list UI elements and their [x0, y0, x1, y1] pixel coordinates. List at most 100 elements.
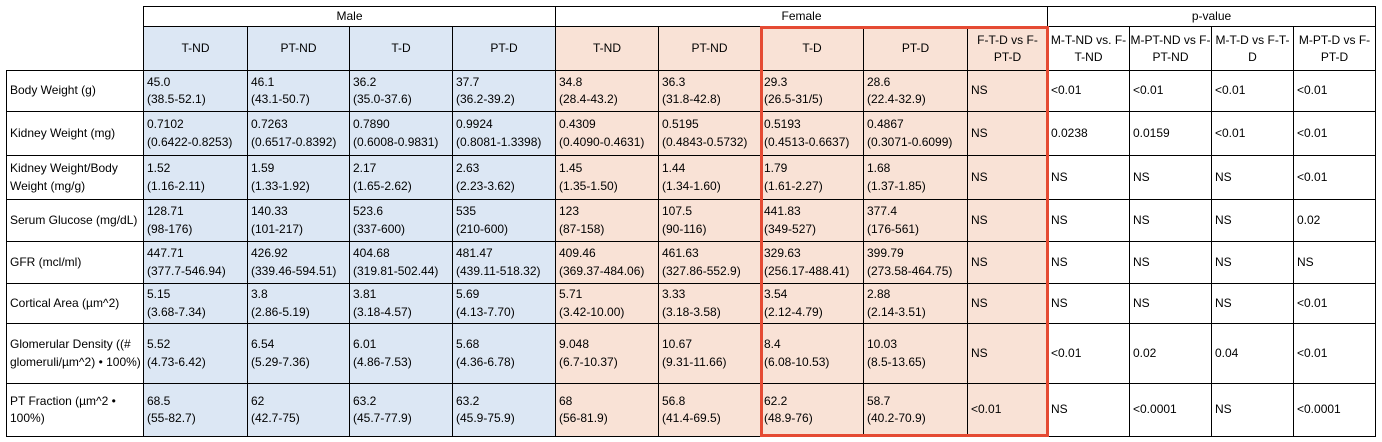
median-value: 123 [559, 204, 580, 219]
pvalue-cell: NS [1129, 283, 1212, 324]
range-value: (36.2-39.2) [456, 92, 515, 106]
median-value: 5.68 [456, 337, 480, 352]
pvalue-cell: <0.01 [1293, 70, 1376, 112]
range-value: (55-82.7) [147, 411, 196, 425]
group-header-row: Male Female p-value [6, 6, 1376, 71]
range-value: (0.6422-0.8253) [147, 134, 233, 149]
female-value-cell: 3.54 (2.12-4.79) [760, 283, 864, 324]
range-value: (0.4513-0.6637) [764, 134, 850, 149]
pvalue-cell: NS [1047, 383, 1130, 437]
table-row: PT Fraction (µm^2 • 100%) 68.5 (55-82.7) 62… [6, 383, 1376, 437]
male-value-cell: 404.68 (319.81-502.44) [349, 241, 453, 284]
pvalue-cell: NS [1047, 199, 1130, 242]
female-value-cell: 1.68 (1.37-1.85) [863, 155, 968, 200]
pvalue-cell: NS [1211, 155, 1294, 200]
median-value: 0.9924 [456, 117, 493, 132]
median-value: 3.54 [764, 287, 788, 302]
group-female: Female [555, 6, 1048, 27]
col-header-pvalue-3: M-PT-D vs F-PT-D [1293, 26, 1376, 71]
male-value-cell: 37.7 (36.2-39.2) [452, 70, 556, 112]
range-value: (319.81-502.44) [353, 263, 439, 278]
median-value: 5.15 [147, 287, 171, 302]
table-row: Glomerular Density ((# glomeruli/µm^2) •… [6, 323, 1376, 384]
median-value: 5.71 [559, 287, 583, 302]
col-header-pvalue-0: M-T-ND vs. F-T-ND [1047, 26, 1130, 71]
col-header-male-3: PT-D [452, 26, 556, 71]
male-value-cell: 0.7890 (0.6008-0.9831) [349, 111, 453, 156]
male-value-cell: 426.92 (339.46-594.51) [247, 241, 350, 284]
male-value-cell: 3.81 (3.18-4.57) [349, 283, 453, 324]
female-value-cell: 5.71 (3.42-10.00) [555, 283, 659, 324]
median-value: 56.8 [662, 393, 686, 408]
female-value-cell: 123 (87-158) [555, 199, 659, 242]
pvalue-cell: NS [1047, 283, 1130, 324]
row-label: GFR (mcl/ml) [6, 241, 144, 284]
female-value-cell: 377.4 (176-561) [863, 199, 968, 242]
col-header-female-2: T-D [760, 26, 864, 71]
ftd-vs-fptd-pvalue: NS [967, 241, 1048, 284]
range-value: (43.1-50.7) [251, 92, 310, 106]
pvalue-cell: NS [1211, 383, 1294, 437]
female-value-cell: 0.5193 (0.4513-0.6637) [760, 111, 864, 156]
median-value: 404.68 [353, 246, 390, 261]
median-value: 107.5 [662, 204, 693, 219]
male-value-cell: 1.52 (1.16-2.11) [143, 155, 248, 200]
median-value: 36.3 [662, 74, 686, 89]
median-value: 481.47 [456, 246, 493, 261]
female-value-cell: 441.83 (349-527) [760, 199, 864, 242]
female-value-cell: 2.88 (2.14-3.51) [863, 283, 968, 324]
range-value: (5.29-7.36) [251, 354, 310, 369]
range-value: (3.42-10.00) [559, 304, 625, 319]
female-value-cell: 0.5195 (0.4843-0.5732) [658, 111, 761, 156]
pvalue-cell: NS [1211, 283, 1294, 324]
female-value-cell: 36.3 (31.8-42.8) [658, 70, 761, 112]
row-label: PT Fraction (µm^2 • 100%) [6, 383, 144, 437]
female-value-cell: 10.03 (8.5-13.65) [863, 323, 968, 384]
median-value: 2.88 [867, 287, 891, 302]
range-value: (176-561) [867, 221, 920, 236]
pvalue-cell: 0.02 [1129, 323, 1212, 384]
col-header-female-0: T-ND [555, 26, 659, 71]
median-value: 1.79 [764, 161, 788, 176]
row-label: Glomerular Density ((# glomeruli/µm^2) •… [6, 323, 144, 384]
range-value: (2.14-3.51) [867, 304, 926, 319]
median-value: 0.5195 [662, 117, 699, 132]
range-value: (1.37-1.85) [867, 178, 926, 193]
ftd-vs-fptd-pvalue: <0.01 [967, 383, 1048, 437]
pvalue-cell: <0.01 [1211, 111, 1294, 156]
median-value: 29.3 [764, 74, 788, 89]
male-value-cell: 0.7102 (0.6422-0.8253) [143, 111, 248, 156]
range-value: (3.18-3.58) [662, 304, 721, 319]
median-value: 5.69 [456, 287, 480, 302]
median-value: 409.46 [559, 246, 596, 261]
table-row: Kidney Weight/Body Weight (mg/g) 1.52 (1.1… [6, 155, 1376, 200]
median-value: 461.63 [662, 246, 699, 261]
pvalue-cell: 0.0159 [1129, 111, 1212, 156]
pvalue-cell: NS [1047, 241, 1130, 284]
median-value: 3.8 [251, 287, 268, 302]
median-value: 68 [559, 393, 573, 408]
male-value-cell: 6.01 (4.86-7.53) [349, 323, 453, 384]
pvalue-cell: 0.04 [1211, 323, 1294, 384]
male-value-cell: 5.68 (4.36-6.78) [452, 323, 556, 384]
range-value: (40.2-70.9) [867, 411, 926, 425]
median-value: 9.048 [559, 337, 590, 352]
ftd-vs-fptd-pvalue: NS [967, 199, 1048, 242]
col-header-male-1: PT-ND [247, 26, 350, 71]
row-label: Kidney Weight/Body Weight (mg/g) [6, 155, 144, 200]
pvalue-cell: <0.0001 [1293, 383, 1376, 437]
male-value-cell: 481.47 (439.11-518.32) [452, 241, 556, 284]
female-value-cell: 56.8 (41.4-69.5) [658, 383, 761, 437]
range-value: (349-527) [764, 221, 817, 236]
range-value: (0.4090-0.4631) [559, 134, 645, 149]
range-value: (42.7-75) [251, 411, 300, 425]
pvalue-cell: <0.01 [1293, 111, 1376, 156]
median-value: 10.67 [662, 337, 693, 352]
range-value: (6.7-10.37) [559, 354, 618, 369]
range-value: (22.4-32.9) [867, 92, 926, 106]
range-value: (0.6517-0.8392) [251, 134, 337, 149]
range-value: (45.7-77.9) [353, 411, 412, 425]
range-value: (0.8081-1.3398) [456, 134, 542, 149]
male-value-cell: 140.33 (101-217) [247, 199, 350, 242]
table-row: Cortical Area (µm^2) 5.15 (3.68-7.34) 3.8 (2… [6, 283, 1376, 324]
